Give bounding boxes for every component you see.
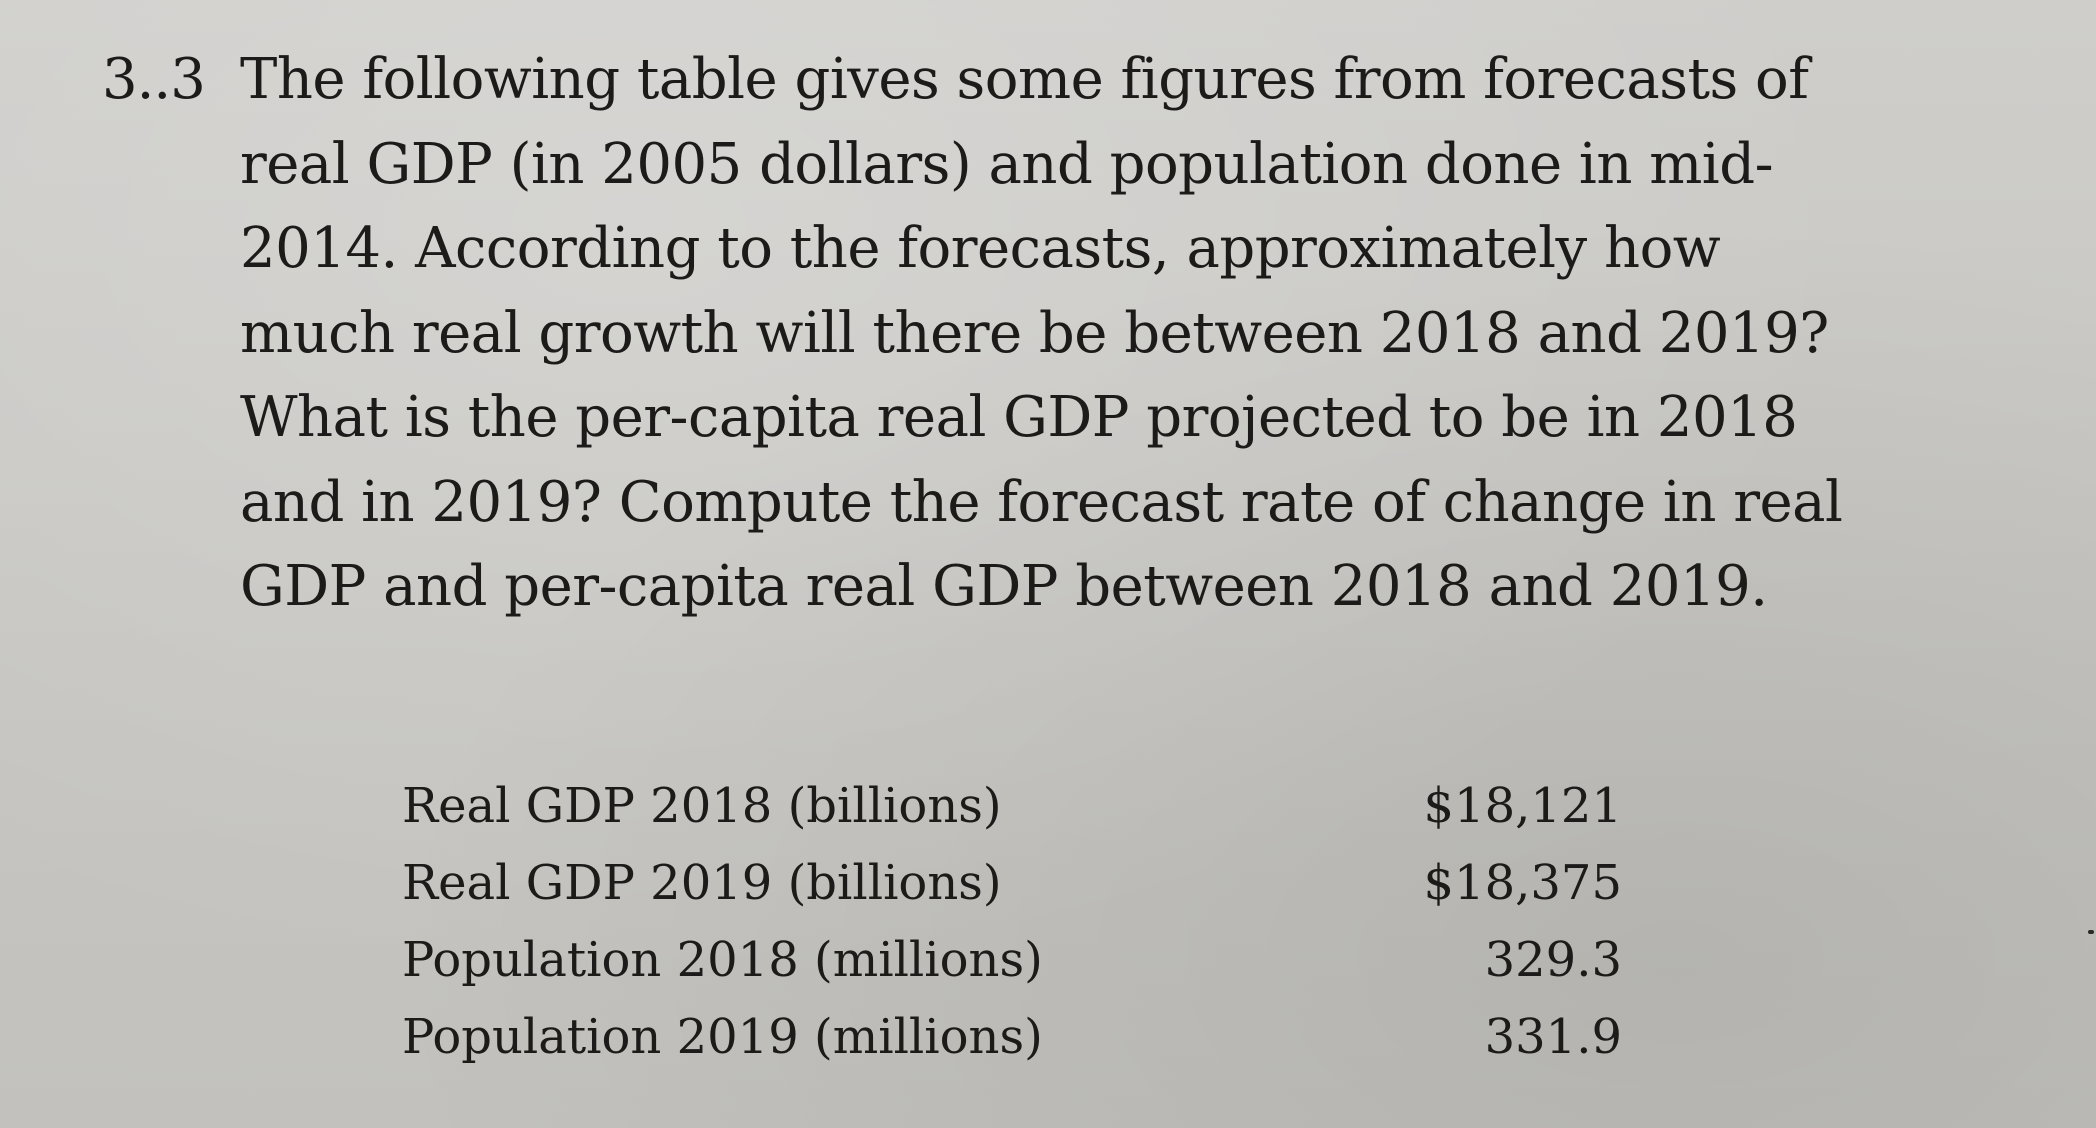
problem-number: 3..3 xyxy=(102,47,206,112)
row-value: 331.9 xyxy=(1484,1009,1622,1065)
table-row: Population 2018 (millions) 329.3 xyxy=(402,922,1622,999)
problem-line: real GDP (in 2005 dollars) and populatio… xyxy=(240,131,1774,197)
row-label: Population 2019 (millions) xyxy=(402,1009,1043,1065)
row-value: $18,121 xyxy=(1423,778,1623,834)
forecast-table: Real GDP 2018 (billions) $18,121 Real GD… xyxy=(402,768,1622,1076)
table-row: Real GDP 2018 (billions) $18,121 xyxy=(402,768,1622,845)
problem-line: What is the per-capita real GDP projecte… xyxy=(240,385,1798,450)
row-value: 329.3 xyxy=(1484,932,1622,988)
problem-line: GDP and per-capita real GDP between 2018… xyxy=(240,554,1768,619)
problem-line: and in 2019? Compute the forecast rate o… xyxy=(240,469,1843,535)
ink-speck xyxy=(2088,930,2094,934)
problem-line: The following table gives some figures f… xyxy=(240,47,1809,112)
row-value: $18,375 xyxy=(1423,855,1623,911)
table-row: Real GDP 2019 (billions) $18,375 xyxy=(402,845,1622,922)
row-label: Population 2018 (millions) xyxy=(402,932,1043,988)
problem-line: much real growth will there be between 2… xyxy=(240,300,1829,366)
table-row: Population 2019 (millions) 331.9 xyxy=(402,999,1622,1076)
row-label: Real GDP 2019 (billions) xyxy=(402,855,1002,911)
problem-line: 2014. According to the forecasts, approx… xyxy=(240,216,1721,281)
problem-statement: The following table gives some figures f… xyxy=(240,38,1960,630)
row-label: Real GDP 2018 (billions) xyxy=(402,778,1002,834)
